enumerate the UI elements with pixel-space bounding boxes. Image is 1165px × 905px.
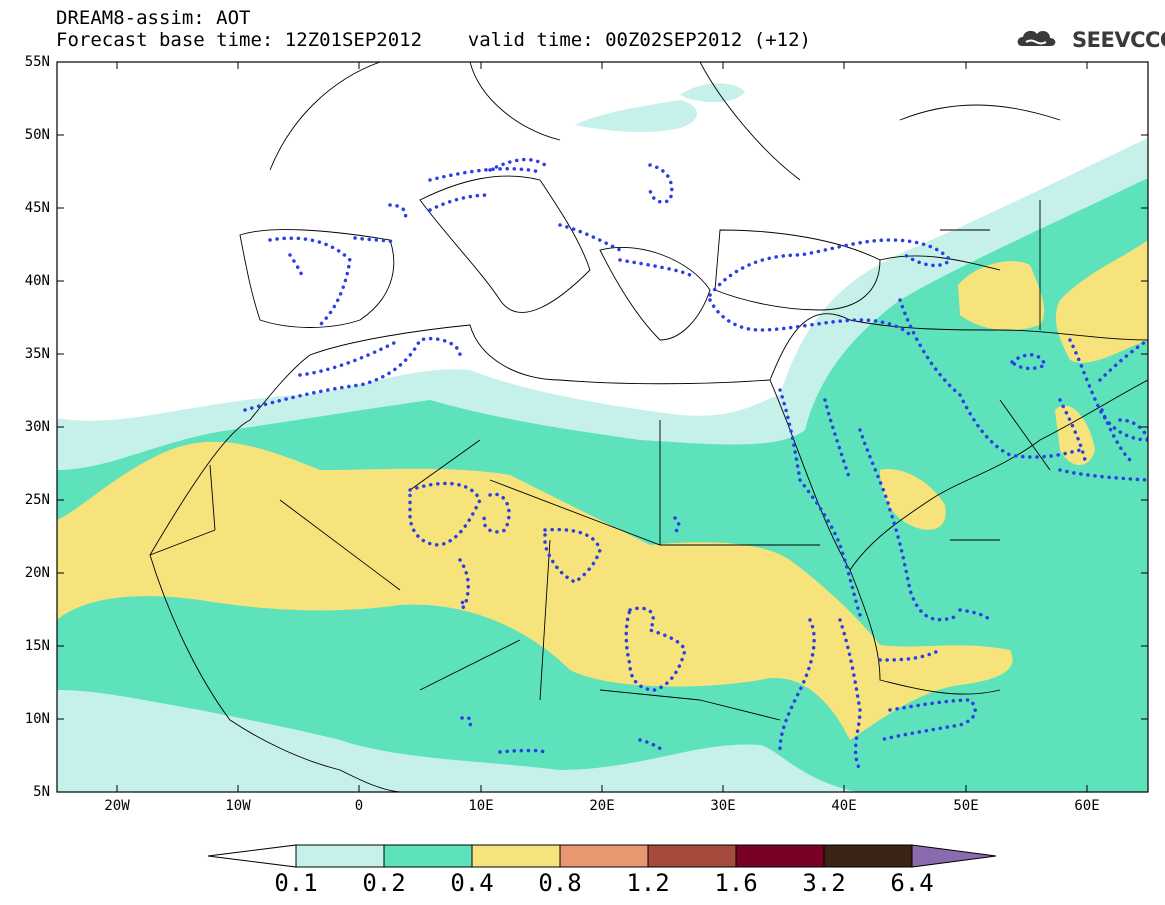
aot-band-0.4 xyxy=(57,441,1013,740)
lon-tick-label: 50E xyxy=(953,798,979,814)
map-title: DREAM8-assim: AOT xyxy=(56,7,251,29)
lat-tick-label: 20N xyxy=(24,565,50,581)
lat-tick-label: 15N xyxy=(24,638,50,654)
colorbar-low-arrow xyxy=(207,844,297,868)
lon-tick-label: 10W xyxy=(225,798,251,814)
cloud-logo-icon xyxy=(1017,30,1056,46)
colorbar-swatch xyxy=(647,844,737,868)
logo-text: SEEVCCC xyxy=(1072,28,1165,52)
colorbar-swatch xyxy=(823,844,913,868)
colorbar-level-label: 3.2 xyxy=(802,869,846,897)
tick-marks xyxy=(57,61,1148,792)
lon-tick-label: 40E xyxy=(831,798,857,814)
aot-band-0.2 xyxy=(57,178,1148,792)
colorbar-swatch xyxy=(735,844,825,868)
lon-tick-label: 60E xyxy=(1074,798,1100,814)
lat-tick-label: 45N xyxy=(24,200,50,216)
colorbar-swatch xyxy=(295,844,385,868)
lon-tick-label: 20W xyxy=(104,798,130,814)
lat-tick-label: 5N xyxy=(33,784,50,800)
colorbar-level-label: 6.4 xyxy=(890,869,934,897)
forecast-time-subtitle: Forecast base time: 12Z01SEP2012 valid t… xyxy=(56,29,811,51)
colorbar-high-arrow xyxy=(911,844,997,868)
colorbar-level-label: 0.1 xyxy=(274,869,318,897)
lon-tick-label: 0 xyxy=(354,798,364,814)
colorbar-level-label: 0.8 xyxy=(538,869,582,897)
lon-tick-label: 10E xyxy=(468,798,494,814)
colorbar-level-label: 1.2 xyxy=(626,869,670,897)
lat-tick-label: 55N xyxy=(24,54,50,70)
aot-contours xyxy=(57,62,1148,792)
lat-tick-label: 35N xyxy=(24,346,50,362)
colorbar-swatch xyxy=(559,844,649,868)
colorbar-swatch xyxy=(383,844,473,868)
dotted-contours xyxy=(243,157,1148,772)
colorbar-level-label: 0.4 xyxy=(450,869,494,897)
lon-tick-label: 20E xyxy=(589,798,615,814)
lon-tick-label: 30E xyxy=(710,798,736,814)
colorbar-swatch xyxy=(471,844,561,868)
lat-tick-label: 30N xyxy=(24,419,50,435)
lat-tick-label: 10N xyxy=(24,711,50,727)
colorbar-level-label: 0.2 xyxy=(362,869,406,897)
lat-tick-label: 40N xyxy=(24,273,50,289)
lat-tick-label: 25N xyxy=(24,492,50,508)
colorbar-level-label: 1.6 xyxy=(714,869,758,897)
lat-tick-label: 50N xyxy=(24,127,50,143)
coastlines xyxy=(149,62,1148,792)
